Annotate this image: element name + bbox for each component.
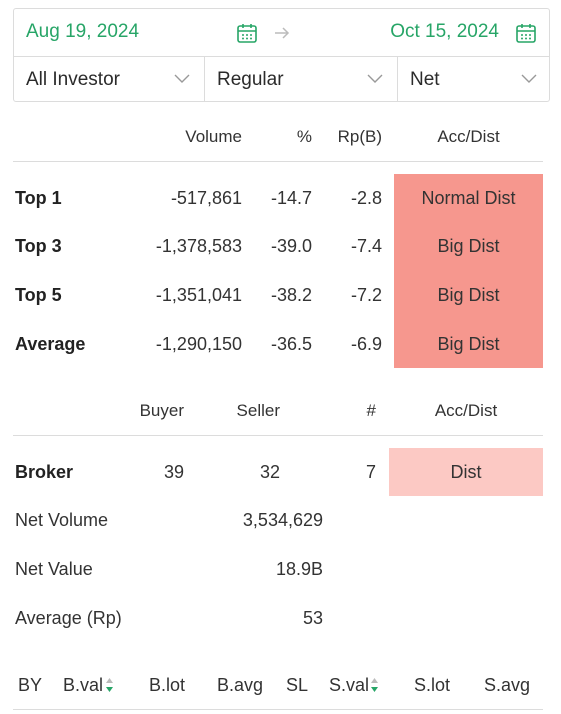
col-header-pct[interactable]: % bbox=[296, 127, 312, 146]
accdist-top3: Big Dist bbox=[437, 236, 500, 256]
col-header-buyer[interactable]: Buyer bbox=[139, 401, 184, 420]
volume-top1: -517,861 bbox=[170, 188, 242, 208]
pct-top3: -39.0 bbox=[270, 236, 312, 256]
mode-select[interactable]: Net bbox=[398, 57, 551, 102]
net-value-value: 18.9B bbox=[275, 559, 323, 579]
rp-top3: -7.4 bbox=[350, 236, 382, 256]
divider bbox=[13, 161, 543, 162]
pct-top1: -14.7 bbox=[270, 188, 312, 208]
dist-highlight bbox=[394, 174, 543, 368]
volume-average: -1,290,150 bbox=[155, 334, 242, 354]
row-label-top1: Top 1 bbox=[15, 188, 62, 208]
divider bbox=[13, 709, 543, 710]
accdist-top1: Normal Dist bbox=[421, 188, 516, 208]
col-header-count[interactable]: # bbox=[366, 401, 376, 420]
chevron-down-icon bbox=[174, 74, 190, 83]
start-date[interactable]: Aug 19, 2024 bbox=[26, 21, 140, 42]
calendar-icon[interactable] bbox=[236, 22, 258, 44]
col-header-bavg[interactable]: B.avg bbox=[217, 675, 264, 695]
filter-panel: Aug 19, 2024 Oct 15, 2024 All Investor bbox=[13, 8, 550, 102]
net-volume-label: Net Volume bbox=[15, 510, 109, 530]
chevron-down-icon bbox=[367, 74, 383, 83]
arrow-right-icon bbox=[275, 27, 290, 39]
pct-average: -36.5 bbox=[270, 334, 312, 354]
col-header-accdist-broker[interactable]: Acc/Dist bbox=[434, 401, 498, 420]
col-header-sl[interactable]: SL bbox=[286, 675, 309, 695]
net-volume-value: 3,534,629 bbox=[242, 510, 323, 530]
col-header-accdist[interactable]: Acc/Dist bbox=[437, 127, 500, 146]
col-header-by[interactable]: BY bbox=[18, 675, 43, 695]
accdist-broker: Dist bbox=[450, 462, 482, 482]
row-label-top3: Top 3 bbox=[15, 236, 62, 256]
average-rp-label: Average (Rp) bbox=[15, 608, 122, 628]
row-label-broker: Broker bbox=[15, 462, 74, 482]
col-header-slot[interactable]: S.lot bbox=[414, 675, 451, 695]
pct-top5: -38.2 bbox=[270, 285, 312, 305]
net-value-label: Net Value bbox=[15, 559, 93, 579]
buyer-count: 39 bbox=[163, 462, 184, 482]
investor-select[interactable]: All Investor bbox=[14, 57, 205, 102]
divider bbox=[13, 435, 543, 436]
volume-top5: -1,351,041 bbox=[155, 285, 242, 305]
average-rp-value: 53 bbox=[302, 608, 323, 628]
volume-top3: -1,378,583 bbox=[155, 236, 242, 256]
chevron-down-icon bbox=[521, 74, 537, 83]
accdist-top5: Big Dist bbox=[437, 285, 500, 305]
mode-select-value: Net bbox=[410, 69, 440, 90]
rp-top1: -2.8 bbox=[350, 188, 382, 208]
sort-icon[interactable] bbox=[370, 677, 379, 693]
col-header-savg[interactable]: S.avg bbox=[484, 675, 531, 695]
col-header-bval[interactable]: B.val bbox=[63, 675, 104, 695]
col-header-rp[interactable]: Rp(B) bbox=[337, 127, 382, 146]
accdist-average: Big Dist bbox=[437, 334, 500, 354]
date-range: Aug 19, 2024 Oct 15, 2024 bbox=[14, 9, 549, 57]
dist-highlight-light bbox=[389, 448, 543, 496]
rp-top5: -7.2 bbox=[350, 285, 382, 305]
sort-icon[interactable] bbox=[105, 677, 114, 693]
broker-diff-count: 7 bbox=[365, 462, 376, 482]
market-select[interactable]: Regular bbox=[205, 57, 398, 102]
col-header-seller[interactable]: Seller bbox=[236, 401, 280, 420]
row-label-top5: Top 5 bbox=[15, 285, 62, 305]
rp-average: -6.9 bbox=[350, 334, 382, 354]
col-header-sval[interactable]: S.val bbox=[329, 675, 370, 695]
col-header-blot[interactable]: B.lot bbox=[149, 675, 186, 695]
market-select-value: Regular bbox=[217, 69, 284, 90]
seller-count: 32 bbox=[259, 462, 280, 482]
calendar-icon[interactable] bbox=[515, 22, 537, 44]
filter-selects: All Investor Regular Net bbox=[14, 57, 549, 102]
investor-select-value: All Investor bbox=[26, 69, 120, 90]
end-date[interactable]: Oct 15, 2024 bbox=[390, 21, 499, 42]
col-header-volume[interactable]: Volume bbox=[185, 127, 242, 146]
row-label-average: Average bbox=[15, 334, 86, 354]
